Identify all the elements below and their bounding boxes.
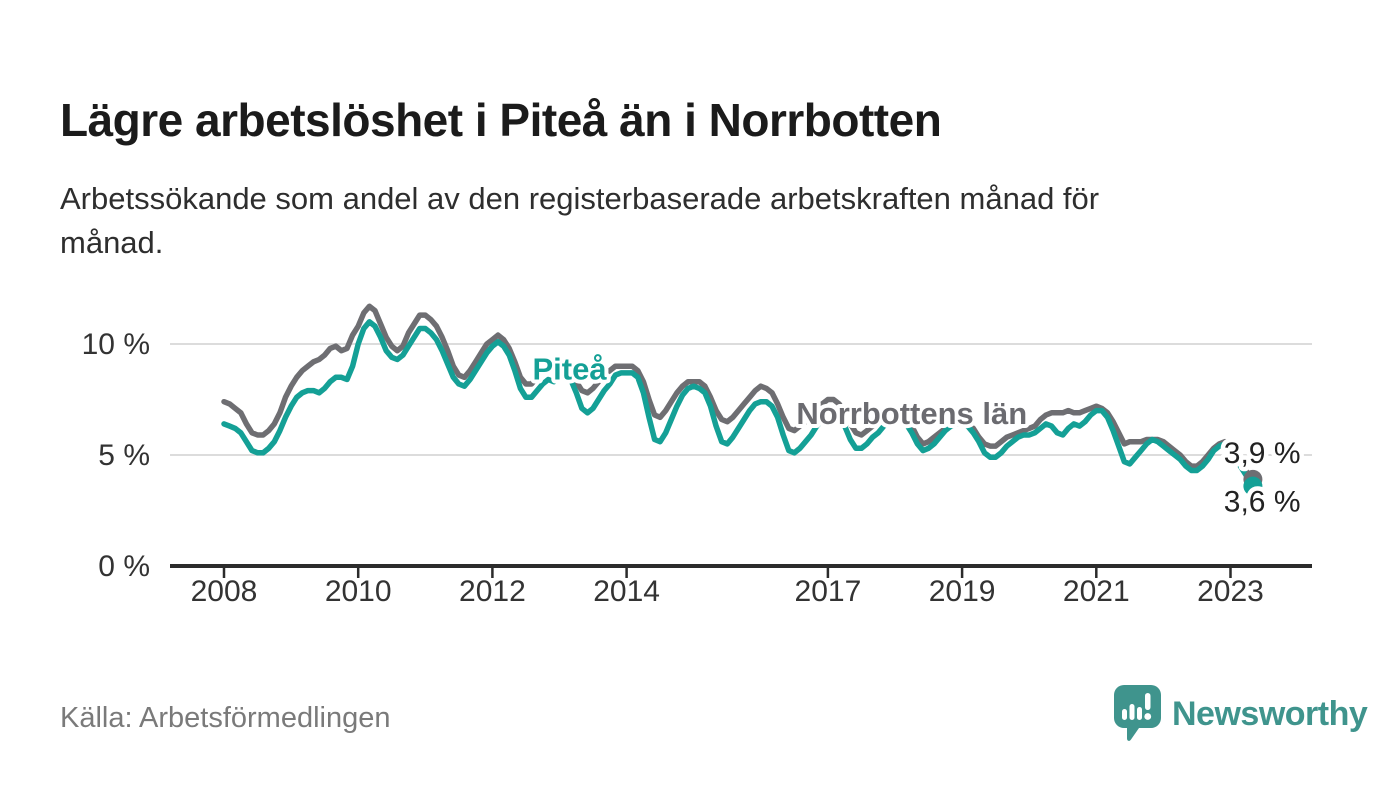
pite--series-label: Piteå xyxy=(533,351,608,386)
pite--line xyxy=(221,319,1256,489)
source-note: Källa: Arbetsförmedlingen xyxy=(60,702,391,734)
pite--end-value-label: 3,6 % xyxy=(1224,486,1301,519)
brand-name: Newsworthy xyxy=(1172,694,1368,733)
x-tick-label: 2010 xyxy=(325,575,392,608)
x-tick-label: 2023 xyxy=(1197,575,1264,608)
y-tick-label: 10 % xyxy=(82,328,150,361)
x-tick-label: 2021 xyxy=(1063,575,1130,608)
x-tick-label: 2014 xyxy=(593,575,660,608)
page-title: Lägre arbetslöshet i Piteå än i Norrbott… xyxy=(60,93,942,146)
norrbottens-l-n-end-value-label: 3,9 % xyxy=(1224,437,1301,470)
chart-subtitle: Arbetssökande som andel av den registerb… xyxy=(60,181,1100,261)
x-tick-label: 2019 xyxy=(929,575,996,608)
speech-bubble-bar-chart-icon xyxy=(1114,685,1161,741)
y-tick-label: 0 % xyxy=(98,550,150,583)
unemployment-line-chart: 0 % 5 % 10 % 2008 2010 2012 2014 2017 2019 2021 20… xyxy=(82,303,1312,608)
x-tick-label: 2012 xyxy=(459,575,526,608)
x-tick-label: 2008 xyxy=(191,575,258,608)
norrbottens-l-n-series-label: Norrbottens län xyxy=(796,396,1027,431)
newsworthy-logo: Newsworthy xyxy=(1112,684,1368,744)
norrbottens-l-n-line xyxy=(221,303,1256,483)
y-tick-label: 5 % xyxy=(98,439,150,472)
pite--end-dot xyxy=(1243,476,1263,496)
x-tick-label: 2017 xyxy=(795,575,862,608)
